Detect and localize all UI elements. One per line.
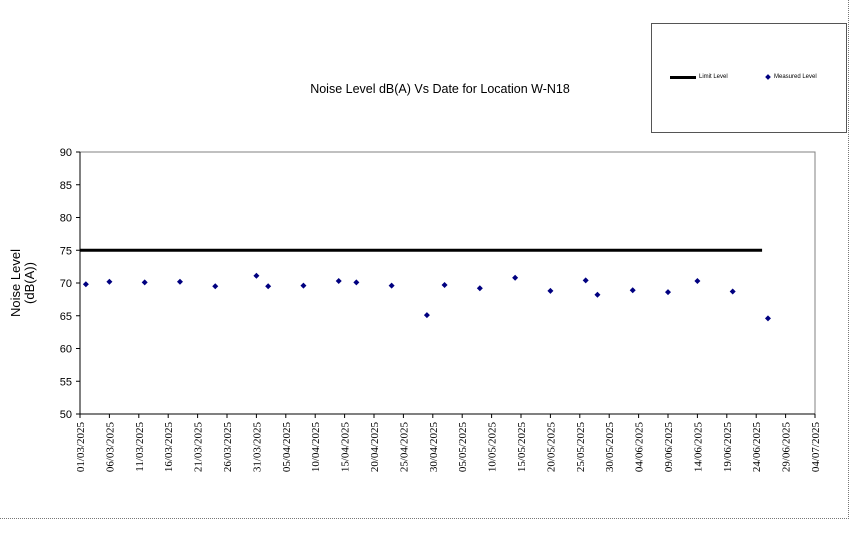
x-tick-label: 21/03/2025 (193, 422, 205, 473)
y-tick-label: 75 (60, 245, 72, 257)
x-tick-label: 20/04/2025 (369, 422, 381, 473)
measured-level-point (141, 279, 148, 286)
x-tick-label: 31/03/2025 (251, 422, 263, 473)
measured-level-point (423, 312, 430, 319)
y-tick-label: 55 (60, 376, 72, 388)
y-axis-title: Noise Level (8, 249, 23, 317)
measured-level-point (82, 281, 89, 288)
x-tick-label: 14/06/2025 (692, 422, 704, 473)
plot-area (79, 151, 816, 415)
measured-level-point (694, 278, 701, 285)
x-tick-label: 11/03/2025 (134, 422, 146, 472)
x-tick-label: 01/03/2025 (75, 422, 87, 473)
x-tick-label: 26/03/2025 (222, 422, 234, 473)
measured-level-point (729, 288, 736, 295)
x-tick-label: 19/06/2025 (722, 422, 734, 473)
legend-line-swatch (670, 75, 696, 79)
y-tick-label: 70 (60, 278, 72, 290)
x-tick-label: 20/05/2025 (545, 422, 557, 473)
measured-level-point (764, 315, 771, 322)
y-tick-label: 50 (60, 409, 72, 421)
y-tick-label: 65 (60, 311, 72, 323)
x-tick-label: 05/04/2025 (281, 422, 293, 473)
y-tick-label: 90 (60, 147, 72, 159)
legend-item-limit-level: Limit Level (670, 74, 728, 80)
measured-level-point (665, 289, 671, 296)
x-tick-label: 15/04/2025 (340, 422, 352, 473)
x-tick-label: 29/06/2025 (781, 422, 793, 473)
measured-level-point (594, 291, 601, 298)
measured-level-point (253, 272, 260, 279)
measured-level-point (212, 283, 219, 290)
y-axis-title: (dB(A)) (22, 262, 37, 304)
measured-level-point (388, 282, 395, 289)
x-tick-label: 30/05/2025 (604, 422, 616, 473)
x-tick-label: 25/05/2025 (575, 422, 587, 473)
measured-level-point (582, 277, 589, 284)
x-tick-label: 25/04/2025 (398, 422, 410, 473)
x-tick-label: 06/03/2025 (104, 422, 116, 473)
chart-title: Noise Level dB(A) Vs Date for Location W… (310, 82, 570, 96)
measured-level-point (265, 283, 272, 290)
y-tick-label: 60 (60, 344, 72, 356)
measured-level-point (176, 278, 183, 285)
x-tick-label: 10/05/2025 (487, 422, 499, 473)
measured-level-point (441, 281, 448, 288)
x-tick-label: 15/05/2025 (516, 422, 528, 473)
chart-frame (0, 0, 849, 519)
y-tick-label: 80 (60, 213, 72, 225)
measured-level-point (547, 287, 554, 294)
x-tick-label: 04/06/2025 (634, 422, 646, 473)
x-tick-label: 04/07/2025 (810, 422, 822, 473)
legend-label-limit-level: Limit Level (699, 74, 728, 80)
measured-level-point (335, 278, 342, 285)
x-tick-label: 09/06/2025 (663, 422, 675, 473)
x-tick-label: 16/03/2025 (163, 422, 175, 473)
legend-label-measured-level: Measured Level (774, 74, 817, 80)
y-tick-label: 85 (60, 180, 72, 192)
measured-level-point (300, 282, 307, 289)
measured-level-point (353, 279, 360, 286)
x-tick-label: 10/04/2025 (310, 422, 322, 473)
measured-level-point (106, 278, 113, 285)
measured-level-point (476, 285, 483, 292)
legend: Limit Level Measured Level (651, 23, 847, 133)
x-tick-label: 24/06/2025 (751, 422, 763, 473)
measured-level-point (629, 287, 636, 294)
measured-level-point (512, 274, 519, 281)
x-tick-label: 30/04/2025 (428, 422, 440, 473)
legend-item-measured-level: Measured Level (762, 74, 817, 80)
x-tick-label: 05/05/2025 (457, 422, 469, 473)
